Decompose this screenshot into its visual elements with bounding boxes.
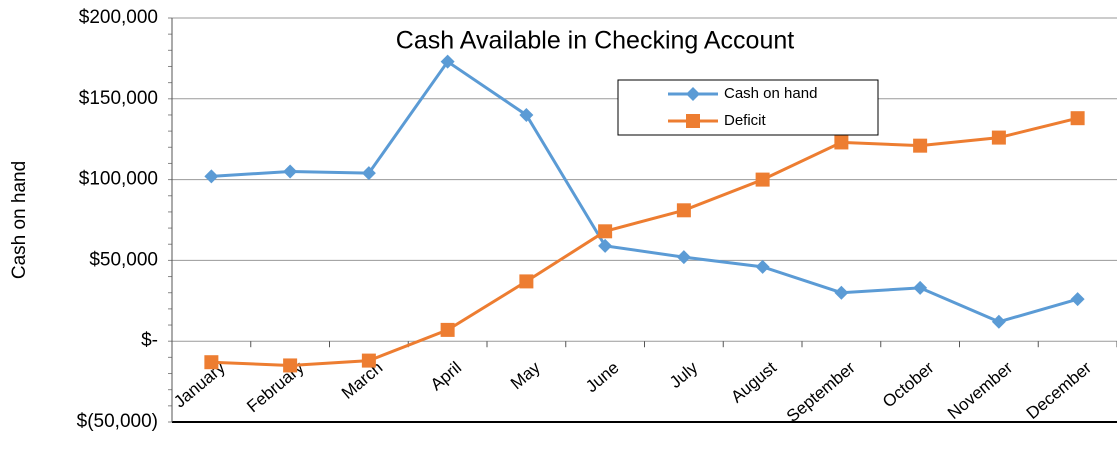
x-tick-label: April — [427, 358, 465, 394]
marker — [283, 358, 298, 373]
x-tick-label: June — [582, 358, 622, 396]
marker — [991, 314, 1006, 329]
series-line — [211, 59, 1079, 324]
x-tick-label: September — [783, 358, 859, 426]
y-tick-label: $150,000 — [79, 88, 158, 109]
marker — [676, 250, 691, 265]
y-axis-title: Cash on hand — [9, 161, 30, 279]
x-tick-label: July — [666, 358, 702, 392]
marker — [913, 138, 928, 153]
marker — [834, 135, 849, 150]
marker — [440, 322, 455, 337]
marker — [834, 285, 849, 300]
x-tick-label: May — [507, 358, 544, 394]
legend-label: Cash on hand — [724, 85, 817, 102]
y-tick-label: $200,000 — [79, 7, 158, 28]
marker — [598, 238, 613, 253]
chart-title: Cash Available in Checking Account — [396, 27, 794, 55]
legend-box — [617, 79, 879, 136]
y-tick-label: $50,000 — [89, 249, 158, 270]
marker — [755, 259, 770, 274]
marker — [204, 355, 219, 370]
x-tick-label: August — [727, 358, 780, 407]
x-tick-label: January — [170, 358, 229, 412]
series-line — [211, 116, 1078, 367]
legend-marker — [686, 114, 700, 128]
x-tick-label: December — [1023, 358, 1096, 423]
x-tick-label: October — [879, 358, 938, 412]
marker — [1070, 292, 1085, 307]
legend-marker — [686, 87, 700, 101]
y-tick-label: $100,000 — [79, 169, 158, 190]
marker — [1070, 111, 1085, 126]
marker — [676, 203, 691, 218]
marker — [361, 166, 376, 181]
marker — [519, 274, 534, 289]
x-tick-label: November — [944, 358, 1017, 423]
y-tick-label: $(50,000) — [77, 411, 158, 432]
marker — [204, 169, 219, 184]
marker — [361, 353, 376, 368]
marker — [755, 172, 770, 187]
marker — [519, 107, 534, 122]
y-tick-label: $- — [141, 330, 158, 351]
marker — [991, 130, 1006, 145]
marker — [913, 280, 928, 295]
legend-label: Deficit — [724, 112, 767, 129]
marker — [440, 54, 455, 69]
marker — [283, 164, 298, 179]
marker — [598, 224, 613, 239]
